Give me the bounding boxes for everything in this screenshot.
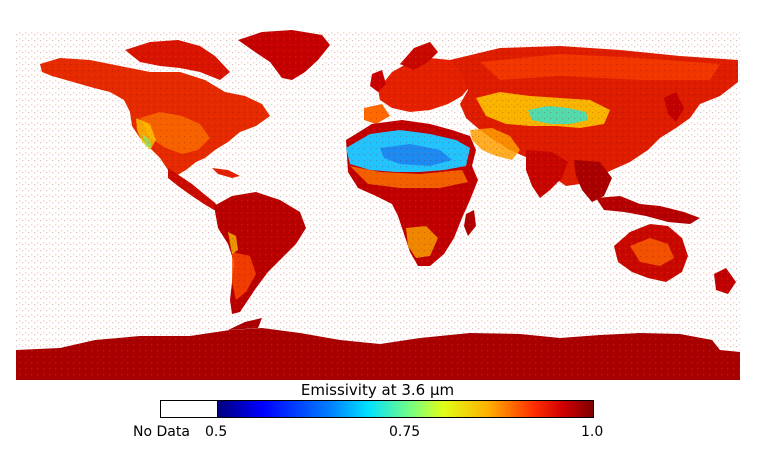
colorbar-max-label: 1.0: [581, 424, 604, 440]
colorbar-title: Emissivity at 3.6 µm: [300, 381, 455, 399]
colorbar-mid-label: 0.75: [389, 424, 421, 440]
colorbar-nodata-swatch: [160, 400, 218, 418]
colorbar-min-label: 0.5: [205, 424, 228, 440]
colorbar-gradient: [217, 400, 594, 418]
land-texture: [16, 30, 740, 380]
colorbar-nodata-label: No Data: [133, 424, 190, 440]
